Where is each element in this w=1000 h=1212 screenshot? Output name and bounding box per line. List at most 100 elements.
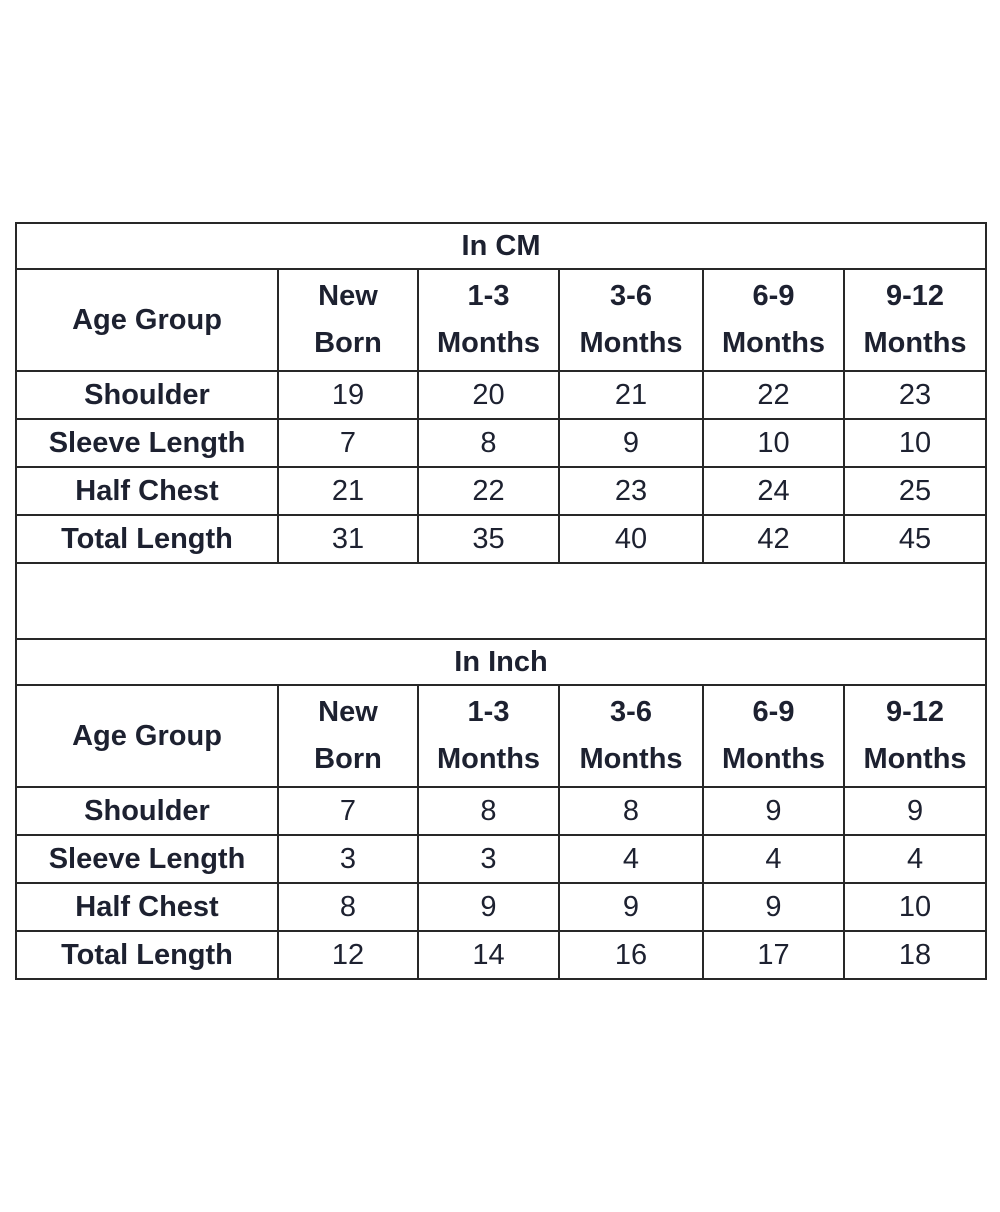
spacer-band xyxy=(14,562,988,640)
inch-header-1-3-months-line2: Months xyxy=(436,743,541,775)
cm-shoulder-value-3-6: 21 xyxy=(558,370,704,420)
inch-header-new-born-line2: Born xyxy=(314,743,382,775)
cm-header-1-3-months: 1-3 Months xyxy=(417,268,560,372)
cm-row-shoulder: Shoulder 19 20 21 22 23 xyxy=(15,370,988,420)
cm-sleeve-value-1-3: 8 xyxy=(417,418,560,468)
inch-header-3-6-months-line1: 3-6 xyxy=(610,696,652,728)
inch-header-row: Age Group New Born 1-3 Months 3-6 Months… xyxy=(15,684,988,788)
inch-header-6-9-months: 6-9 Months xyxy=(702,684,845,788)
inch-shoulder-value-9-12: 9 xyxy=(842,786,988,836)
spacer-row xyxy=(14,562,988,640)
cm-shoulder-label: Shoulder xyxy=(15,370,279,420)
inch-header-3-6-months: 3-6 Months xyxy=(558,684,704,788)
cm-half-chest-value-3-6: 23 xyxy=(558,466,704,516)
inch-header-6-9-months-line2: Months xyxy=(721,743,826,775)
cm-header-6-9-months-line1: 6-9 xyxy=(752,280,795,312)
inch-header-9-12-months: 9-12 Months xyxy=(842,684,988,788)
inch-header-1-3-months: 1-3 Months xyxy=(417,684,560,788)
inch-title-row: In Inch xyxy=(14,638,988,686)
inch-total-length-value-3-6: 16 xyxy=(558,930,704,980)
size-chart-sheet: In CM Age Group New Born 1-3 Months 3-6 … xyxy=(14,222,988,980)
cm-header-new-born: New Born xyxy=(277,268,419,372)
inch-row-half-chest: Half Chest 8 9 9 9 10 xyxy=(15,882,988,932)
inch-table-title: In Inch xyxy=(14,638,988,686)
cm-header-new-born-line1: New xyxy=(318,280,378,312)
cm-row-total-length: Total Length 31 35 40 42 45 xyxy=(15,514,988,564)
inch-total-length-value-9-12: 18 xyxy=(842,930,988,980)
cm-total-length-value-3-6: 40 xyxy=(558,514,704,564)
inch-sleeve-value-9-12: 4 xyxy=(842,834,988,884)
cm-header-9-12-months: 9-12 Months xyxy=(842,268,988,372)
inch-half-chest-value-newborn: 8 xyxy=(277,882,419,932)
cm-shoulder-value-1-3: 20 xyxy=(417,370,560,420)
inch-header-6-9-months-line1: 6-9 xyxy=(752,696,795,728)
cm-row-sleeve-length: Sleeve Length 7 8 9 10 10 xyxy=(15,418,988,468)
spacer-cell xyxy=(14,562,988,640)
cm-header-3-6-months: 3-6 Months xyxy=(558,268,704,372)
inch-header-new-born: New Born xyxy=(277,684,419,788)
inch-half-chest-value-1-3: 9 xyxy=(417,882,560,932)
cm-header-6-9-months: 6-9 Months xyxy=(702,268,845,372)
cm-half-chest-value-newborn: 21 xyxy=(277,466,419,516)
inch-shoulder-value-3-6: 8 xyxy=(558,786,704,836)
inch-sleeve-length-label: Sleeve Length xyxy=(15,834,279,884)
inch-total-length-value-newborn: 12 xyxy=(277,930,419,980)
cm-header-9-12-months-line1: 9-12 xyxy=(885,280,945,312)
inch-header-9-12-months-line1: 9-12 xyxy=(885,696,945,728)
inch-total-length-value-1-3: 14 xyxy=(417,930,560,980)
inch-header-age-group: Age Group xyxy=(15,684,279,788)
inch-total-length-value-6-9: 17 xyxy=(702,930,845,980)
inch-row-shoulder: Shoulder 7 8 8 9 9 xyxy=(15,786,988,836)
cm-header-row: Age Group New Born 1-3 Months 3-6 Months… xyxy=(15,268,988,372)
cm-total-length-value-9-12: 45 xyxy=(842,514,988,564)
cm-header-6-9-months-line2: Months xyxy=(721,327,826,359)
cm-sleeve-value-newborn: 7 xyxy=(277,418,419,468)
cm-total-length-label: Total Length xyxy=(15,514,279,564)
cm-row-half-chest: Half Chest 21 22 23 24 25 xyxy=(15,466,988,516)
cm-total-length-value-6-9: 42 xyxy=(702,514,845,564)
inch-total-length-label: Total Length xyxy=(15,930,279,980)
inch-header-3-6-months-line2: Months xyxy=(579,743,683,775)
inch-half-chest-value-3-6: 9 xyxy=(558,882,704,932)
inch-shoulder-value-6-9: 9 xyxy=(702,786,845,836)
inch-table: In Inch Age Group New Born 1-3 Months 3-… xyxy=(14,638,988,980)
inch-half-chest-label: Half Chest xyxy=(15,882,279,932)
cm-shoulder-value-9-12: 23 xyxy=(842,370,988,420)
cm-total-length-value-1-3: 35 xyxy=(417,514,560,564)
cm-shoulder-value-6-9: 22 xyxy=(702,370,845,420)
inch-shoulder-value-1-3: 8 xyxy=(417,786,560,836)
inch-half-chest-value-6-9: 9 xyxy=(702,882,845,932)
inch-header-1-3-months-line1: 1-3 xyxy=(467,696,510,728)
cm-sleeve-value-6-9: 10 xyxy=(702,418,845,468)
cm-sleeve-value-9-12: 10 xyxy=(842,418,988,468)
cm-header-3-6-months-line2: Months xyxy=(579,327,683,359)
inch-row-sleeve-length: Sleeve Length 3 3 4 4 4 xyxy=(15,834,988,884)
inch-sleeve-value-1-3: 3 xyxy=(417,834,560,884)
cm-header-new-born-line2: Born xyxy=(314,327,382,359)
cm-half-chest-value-6-9: 24 xyxy=(702,466,845,516)
cm-sleeve-value-3-6: 9 xyxy=(558,418,704,468)
inch-shoulder-value-newborn: 7 xyxy=(277,786,419,836)
inch-shoulder-label: Shoulder xyxy=(15,786,279,836)
cm-header-1-3-months-line1: 1-3 xyxy=(467,280,510,312)
inch-sleeve-value-3-6: 4 xyxy=(558,834,704,884)
inch-sleeve-value-6-9: 4 xyxy=(702,834,845,884)
cm-header-age-group: Age Group xyxy=(15,268,279,372)
cm-half-chest-value-1-3: 22 xyxy=(417,466,560,516)
inch-sleeve-value-newborn: 3 xyxy=(277,834,419,884)
cm-title-row: In CM xyxy=(14,222,988,270)
cm-half-chest-label: Half Chest xyxy=(15,466,279,516)
cm-table: In CM Age Group New Born 1-3 Months 3-6 … xyxy=(14,222,988,564)
inch-half-chest-value-9-12: 10 xyxy=(842,882,988,932)
cm-shoulder-value-newborn: 19 xyxy=(277,370,419,420)
inch-header-new-born-line1: New xyxy=(318,696,378,728)
inch-row-total-length: Total Length 12 14 16 17 18 xyxy=(15,930,988,980)
inch-header-9-12-months-line2: Months xyxy=(863,743,967,775)
cm-header-9-12-months-line2: Months xyxy=(863,327,967,359)
cm-sleeve-length-label: Sleeve Length xyxy=(15,418,279,468)
cm-header-3-6-months-line1: 3-6 xyxy=(610,280,652,312)
cm-table-title: In CM xyxy=(14,222,988,270)
cm-half-chest-value-9-12: 25 xyxy=(842,466,988,516)
cm-total-length-value-newborn: 31 xyxy=(277,514,419,564)
